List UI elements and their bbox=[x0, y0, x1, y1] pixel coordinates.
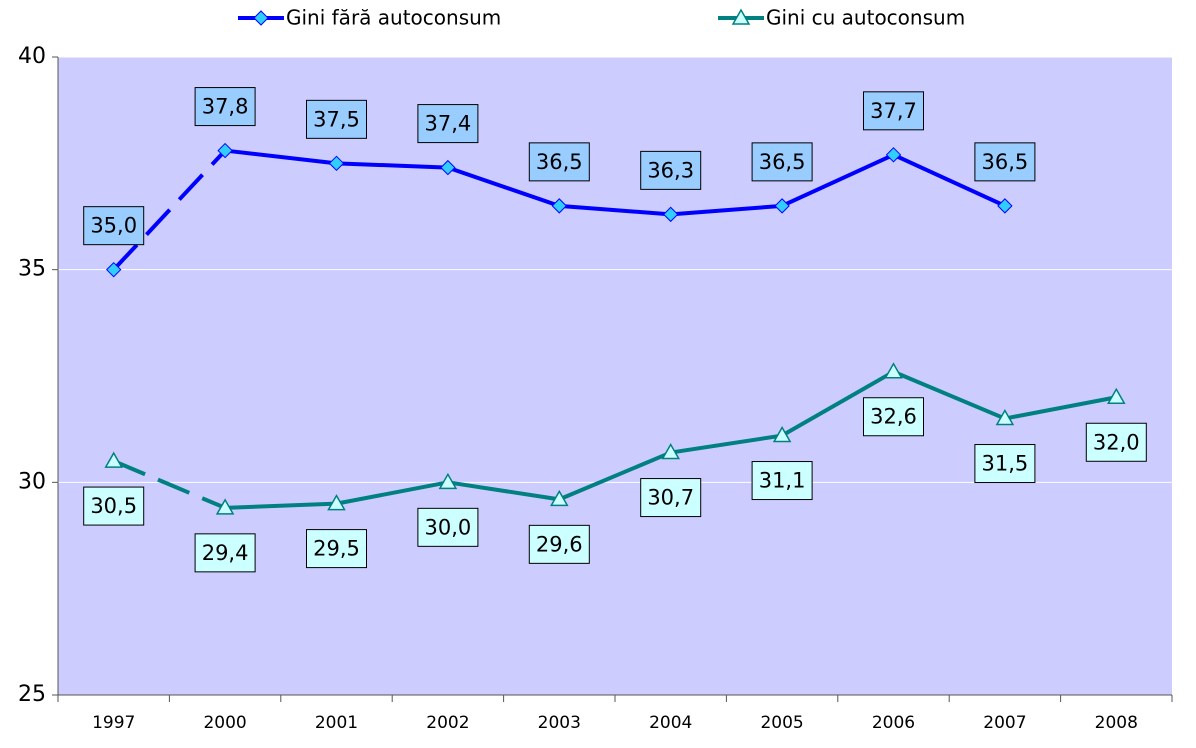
data-label: 36,5 bbox=[536, 150, 583, 174]
point bbox=[215, 498, 235, 515]
x-tick-label: 1997 bbox=[92, 713, 135, 733]
x-tick-label: 2000 bbox=[203, 713, 246, 733]
data-label: 36,5 bbox=[982, 150, 1029, 174]
data-label-box bbox=[306, 99, 367, 139]
data-label-box bbox=[640, 150, 702, 190]
x-tick-label: 2003 bbox=[538, 713, 581, 733]
point bbox=[661, 443, 680, 460]
data-label-box bbox=[417, 104, 479, 144]
point bbox=[327, 494, 346, 511]
legend-marker bbox=[731, 8, 751, 25]
data-label-box bbox=[194, 533, 256, 573]
y-tick-label: 25 bbox=[18, 682, 46, 707]
x-tick-label: 2005 bbox=[760, 713, 803, 733]
x-tick-label: 2006 bbox=[872, 713, 915, 733]
data-label-box bbox=[83, 486, 145, 526]
point bbox=[772, 426, 792, 443]
data-label-box bbox=[417, 507, 479, 547]
data-label: 30,0 bbox=[425, 515, 472, 539]
data-label-box bbox=[528, 142, 590, 182]
x-tick-label: 2007 bbox=[983, 713, 1026, 733]
data-label: 37,4 bbox=[425, 112, 472, 136]
data-label-box bbox=[974, 444, 1036, 484]
data-label-box bbox=[974, 142, 1036, 182]
line-segment-dashed bbox=[112, 459, 226, 510]
data-label: 36,3 bbox=[647, 158, 694, 182]
point bbox=[997, 198, 1013, 214]
x-tick-label: 2004 bbox=[649, 713, 692, 733]
y-tick-label: 30 bbox=[18, 469, 46, 494]
point bbox=[328, 155, 345, 172]
data-label-box bbox=[1085, 422, 1147, 462]
point bbox=[551, 198, 568, 214]
point bbox=[440, 159, 456, 176]
data-label: 30,7 bbox=[647, 486, 694, 510]
data-label-box bbox=[83, 206, 145, 246]
data-label-box bbox=[863, 91, 924, 131]
data-label-box bbox=[863, 397, 924, 437]
legend-marker bbox=[253, 10, 269, 26]
data-label: 31,5 bbox=[982, 452, 1029, 476]
data-label-box bbox=[306, 529, 367, 569]
point bbox=[885, 147, 902, 163]
data-label: 29,4 bbox=[202, 541, 249, 565]
point bbox=[1107, 387, 1126, 405]
legend-label: Gini cu autoconsum bbox=[766, 6, 965, 30]
data-label: 32,6 bbox=[870, 405, 917, 429]
point bbox=[105, 261, 122, 278]
point bbox=[550, 489, 569, 507]
data-label: 37,8 bbox=[202, 95, 249, 119]
data-label: 36,5 bbox=[759, 150, 806, 174]
data-label-box bbox=[194, 87, 256, 127]
data-label: 29,5 bbox=[313, 537, 360, 561]
data-label: 30,5 bbox=[90, 494, 137, 518]
data-label-box bbox=[751, 142, 813, 182]
data-label: 37,7 bbox=[870, 99, 917, 123]
y-tick-label: 40 bbox=[18, 44, 46, 69]
point bbox=[217, 142, 233, 159]
point bbox=[662, 206, 679, 223]
data-label-box bbox=[528, 524, 590, 564]
point bbox=[884, 362, 903, 379]
data-label: 37,5 bbox=[313, 107, 360, 131]
data-label: 35,0 bbox=[90, 214, 137, 238]
legend-label: Gini fără autoconsum bbox=[286, 6, 501, 30]
x-tick-label: 2008 bbox=[1095, 713, 1138, 733]
data-label: 32,0 bbox=[1093, 430, 1140, 454]
data-label: 29,6 bbox=[536, 532, 583, 556]
x-tick-label: 2002 bbox=[426, 713, 469, 733]
series-line bbox=[224, 148, 1006, 217]
point bbox=[995, 409, 1015, 426]
y-tick-label: 35 bbox=[18, 257, 46, 282]
data-label-box bbox=[751, 461, 813, 501]
point bbox=[104, 451, 123, 468]
data-label: 31,1 bbox=[759, 469, 806, 493]
data-label-box bbox=[640, 478, 702, 518]
x-tick-label: 2001 bbox=[315, 713, 358, 733]
point bbox=[774, 198, 790, 214]
point bbox=[438, 472, 458, 490]
line-segment-dashed bbox=[112, 149, 227, 272]
